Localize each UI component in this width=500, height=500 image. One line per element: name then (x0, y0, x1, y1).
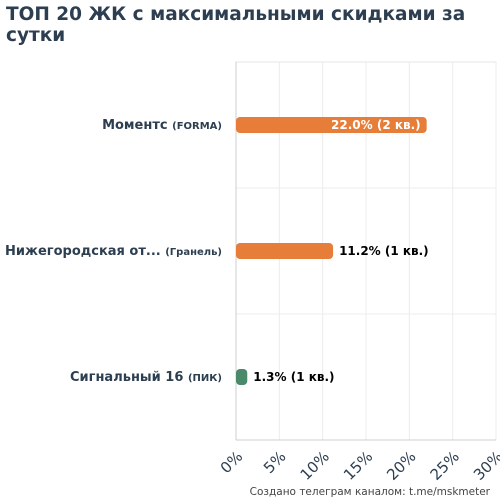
bar (236, 369, 248, 385)
bar-value-label: 22.0% (2 кв.) (331, 118, 421, 132)
category-developer: (FORMA) (172, 121, 222, 132)
category-label: Сигнальный 16 (ПИК) (70, 370, 222, 385)
x-tick-label: 15% (340, 448, 376, 484)
bar (236, 243, 334, 259)
x-tick-label: 25% (427, 448, 463, 484)
x-tick-label: 10% (297, 448, 333, 484)
category-name: Нижегородская от... (5, 244, 165, 259)
footer-credit: Создано телеграм каналом: t.me/mskmeter (249, 486, 490, 498)
category-label: Нижегородская от... (Гранель) (5, 244, 222, 259)
x-tick-label: 30% (470, 448, 500, 484)
bar-value-label: 11.2% (1 кв.) (339, 244, 429, 258)
x-tick-label: 20% (383, 448, 419, 484)
bar (236, 117, 427, 133)
bar-value-label: 1.3% (1 кв.) (253, 370, 334, 384)
category-label: Моментс (FORMA) (102, 118, 222, 133)
category-developer: (Гранель) (165, 247, 222, 258)
x-tick-label: 0% (217, 448, 247, 478)
x-tick-label: 5% (260, 448, 290, 478)
chart-title: ТОП 20 ЖК с максимальными скидками за су… (6, 4, 466, 46)
category-name: Моментс (102, 118, 172, 133)
category-name: Сигнальный 16 (70, 370, 188, 385)
category-developer: (ПИК) (188, 373, 222, 384)
